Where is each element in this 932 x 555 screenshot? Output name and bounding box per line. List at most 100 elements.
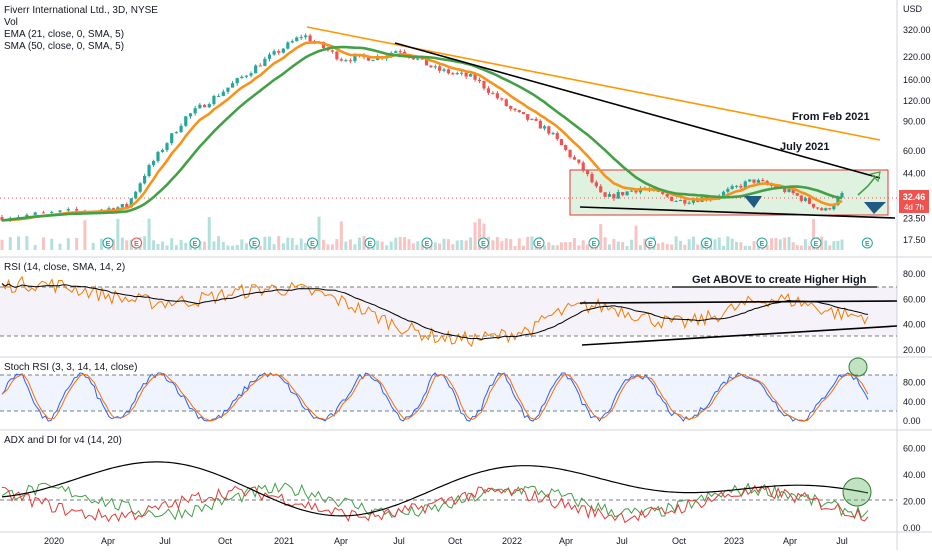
candle-body xyxy=(267,54,272,59)
volume-bar xyxy=(188,245,192,250)
volume-bar xyxy=(299,238,303,250)
candle-body xyxy=(249,73,253,76)
volume-bar xyxy=(495,237,499,250)
earnings-badge xyxy=(307,237,318,249)
volume-bar xyxy=(152,240,156,250)
candle-body xyxy=(621,192,625,196)
trendline-support[interactable] xyxy=(579,206,896,219)
earnings-badge xyxy=(810,237,822,249)
candle-body xyxy=(304,35,308,38)
volume-bar xyxy=(8,237,12,250)
candle-body xyxy=(517,110,521,113)
rsi-support-line[interactable] xyxy=(581,325,898,346)
candle-body xyxy=(625,191,629,196)
candle-body xyxy=(687,202,691,204)
volume-bar xyxy=(670,244,674,250)
earnings-letter: E xyxy=(134,241,139,248)
candle-body xyxy=(482,81,486,89)
candle-body xyxy=(371,59,375,61)
rsi-resistance-line[interactable] xyxy=(579,300,898,304)
volume-bar xyxy=(295,244,299,250)
x-axis[interactable]: 2020 Apr Jul Oct 2021 Apr Jul Oct 2022 Apr Jul Oct 2… xyxy=(44,536,848,546)
volume-bar xyxy=(451,244,455,250)
candle-body xyxy=(424,58,429,66)
volume-bar xyxy=(787,236,791,250)
candle-body xyxy=(221,91,225,96)
volume-bar xyxy=(267,236,271,250)
x-tick-label: Jul xyxy=(616,536,628,546)
candle-body xyxy=(670,196,674,202)
volume-bar xyxy=(555,245,559,250)
candle-body xyxy=(281,48,285,53)
candle-body xyxy=(442,69,446,71)
candle-body xyxy=(743,181,747,188)
volume-bar xyxy=(179,239,183,250)
rsi-tick-label: 40.00 xyxy=(903,320,926,330)
candle-body xyxy=(147,165,151,176)
candle-body xyxy=(460,72,464,74)
candle-body xyxy=(799,195,803,201)
volume-bar xyxy=(147,218,151,250)
volume-bar xyxy=(517,238,521,250)
rsi-tick-label: 80.00 xyxy=(903,269,926,279)
stoch-tick-label: 0.00 xyxy=(903,416,921,426)
earnings-icon: E xyxy=(364,237,376,249)
volume-bar xyxy=(317,216,321,250)
volume-bar xyxy=(691,236,695,250)
candle-body xyxy=(156,151,160,161)
volume-bar xyxy=(330,244,334,250)
earnings-icon: E xyxy=(307,237,318,249)
volume-bar xyxy=(281,243,285,250)
candle-body xyxy=(416,58,420,60)
volume-bar xyxy=(446,239,450,250)
candle-body xyxy=(629,190,634,192)
y-axis[interactable]: 320.00 220.00 160.00 120.00 90.00 60.00 44.00 2… xyxy=(903,25,931,533)
price-tick-label: 320.00 xyxy=(903,25,931,35)
stoch-k-line xyxy=(1,372,869,422)
annotation-july-2021: July 2021 xyxy=(780,141,830,153)
ema-label: EMA (21, close, 0, SMA, 5) xyxy=(4,29,124,40)
volume-bar xyxy=(362,236,366,250)
volume-bar xyxy=(634,225,638,250)
candle-body xyxy=(446,69,451,74)
volume-bar xyxy=(756,244,760,250)
adx-title: ADX and DI for v4 (14, 20) xyxy=(4,435,122,446)
volume-bar xyxy=(638,245,642,250)
x-tick-label: Jul xyxy=(836,536,848,546)
sma-label: SMA (50, close, 0, SMA, 5) xyxy=(4,41,124,52)
volume-bar xyxy=(687,239,691,250)
volume-bar xyxy=(420,244,424,250)
candle-body xyxy=(761,180,765,182)
earnings-letter: E xyxy=(106,241,111,248)
candle-body xyxy=(577,159,581,163)
earnings-icon: E xyxy=(131,237,142,249)
candle-body xyxy=(438,66,442,71)
volume-bar xyxy=(17,236,21,250)
candle-body xyxy=(616,192,620,199)
candle-body xyxy=(398,51,402,53)
volume-bar xyxy=(778,239,782,250)
earnings-badge xyxy=(478,237,489,249)
trendline-july-2021[interactable] xyxy=(394,42,881,179)
volume-bar xyxy=(752,241,756,250)
volume-bar xyxy=(828,245,832,250)
candle-body xyxy=(603,192,607,197)
volume-bar xyxy=(111,239,115,250)
volume-bar xyxy=(504,238,508,250)
volume-bar xyxy=(411,243,415,250)
volume-bar xyxy=(353,244,357,250)
volume-bar xyxy=(125,240,129,250)
candle-body xyxy=(125,204,129,208)
candle-body xyxy=(683,199,687,204)
volume-bar xyxy=(348,239,352,250)
volume-bar xyxy=(559,242,563,250)
swing-low-marker-1 xyxy=(744,196,762,208)
candle-body xyxy=(730,186,734,189)
candle-body xyxy=(160,150,165,152)
volume-bar xyxy=(616,241,620,250)
volume-bar xyxy=(478,218,482,250)
candle-body xyxy=(787,188,791,192)
symbol-title: Fiverr International Ltd., 3D, NYSE xyxy=(4,5,158,16)
